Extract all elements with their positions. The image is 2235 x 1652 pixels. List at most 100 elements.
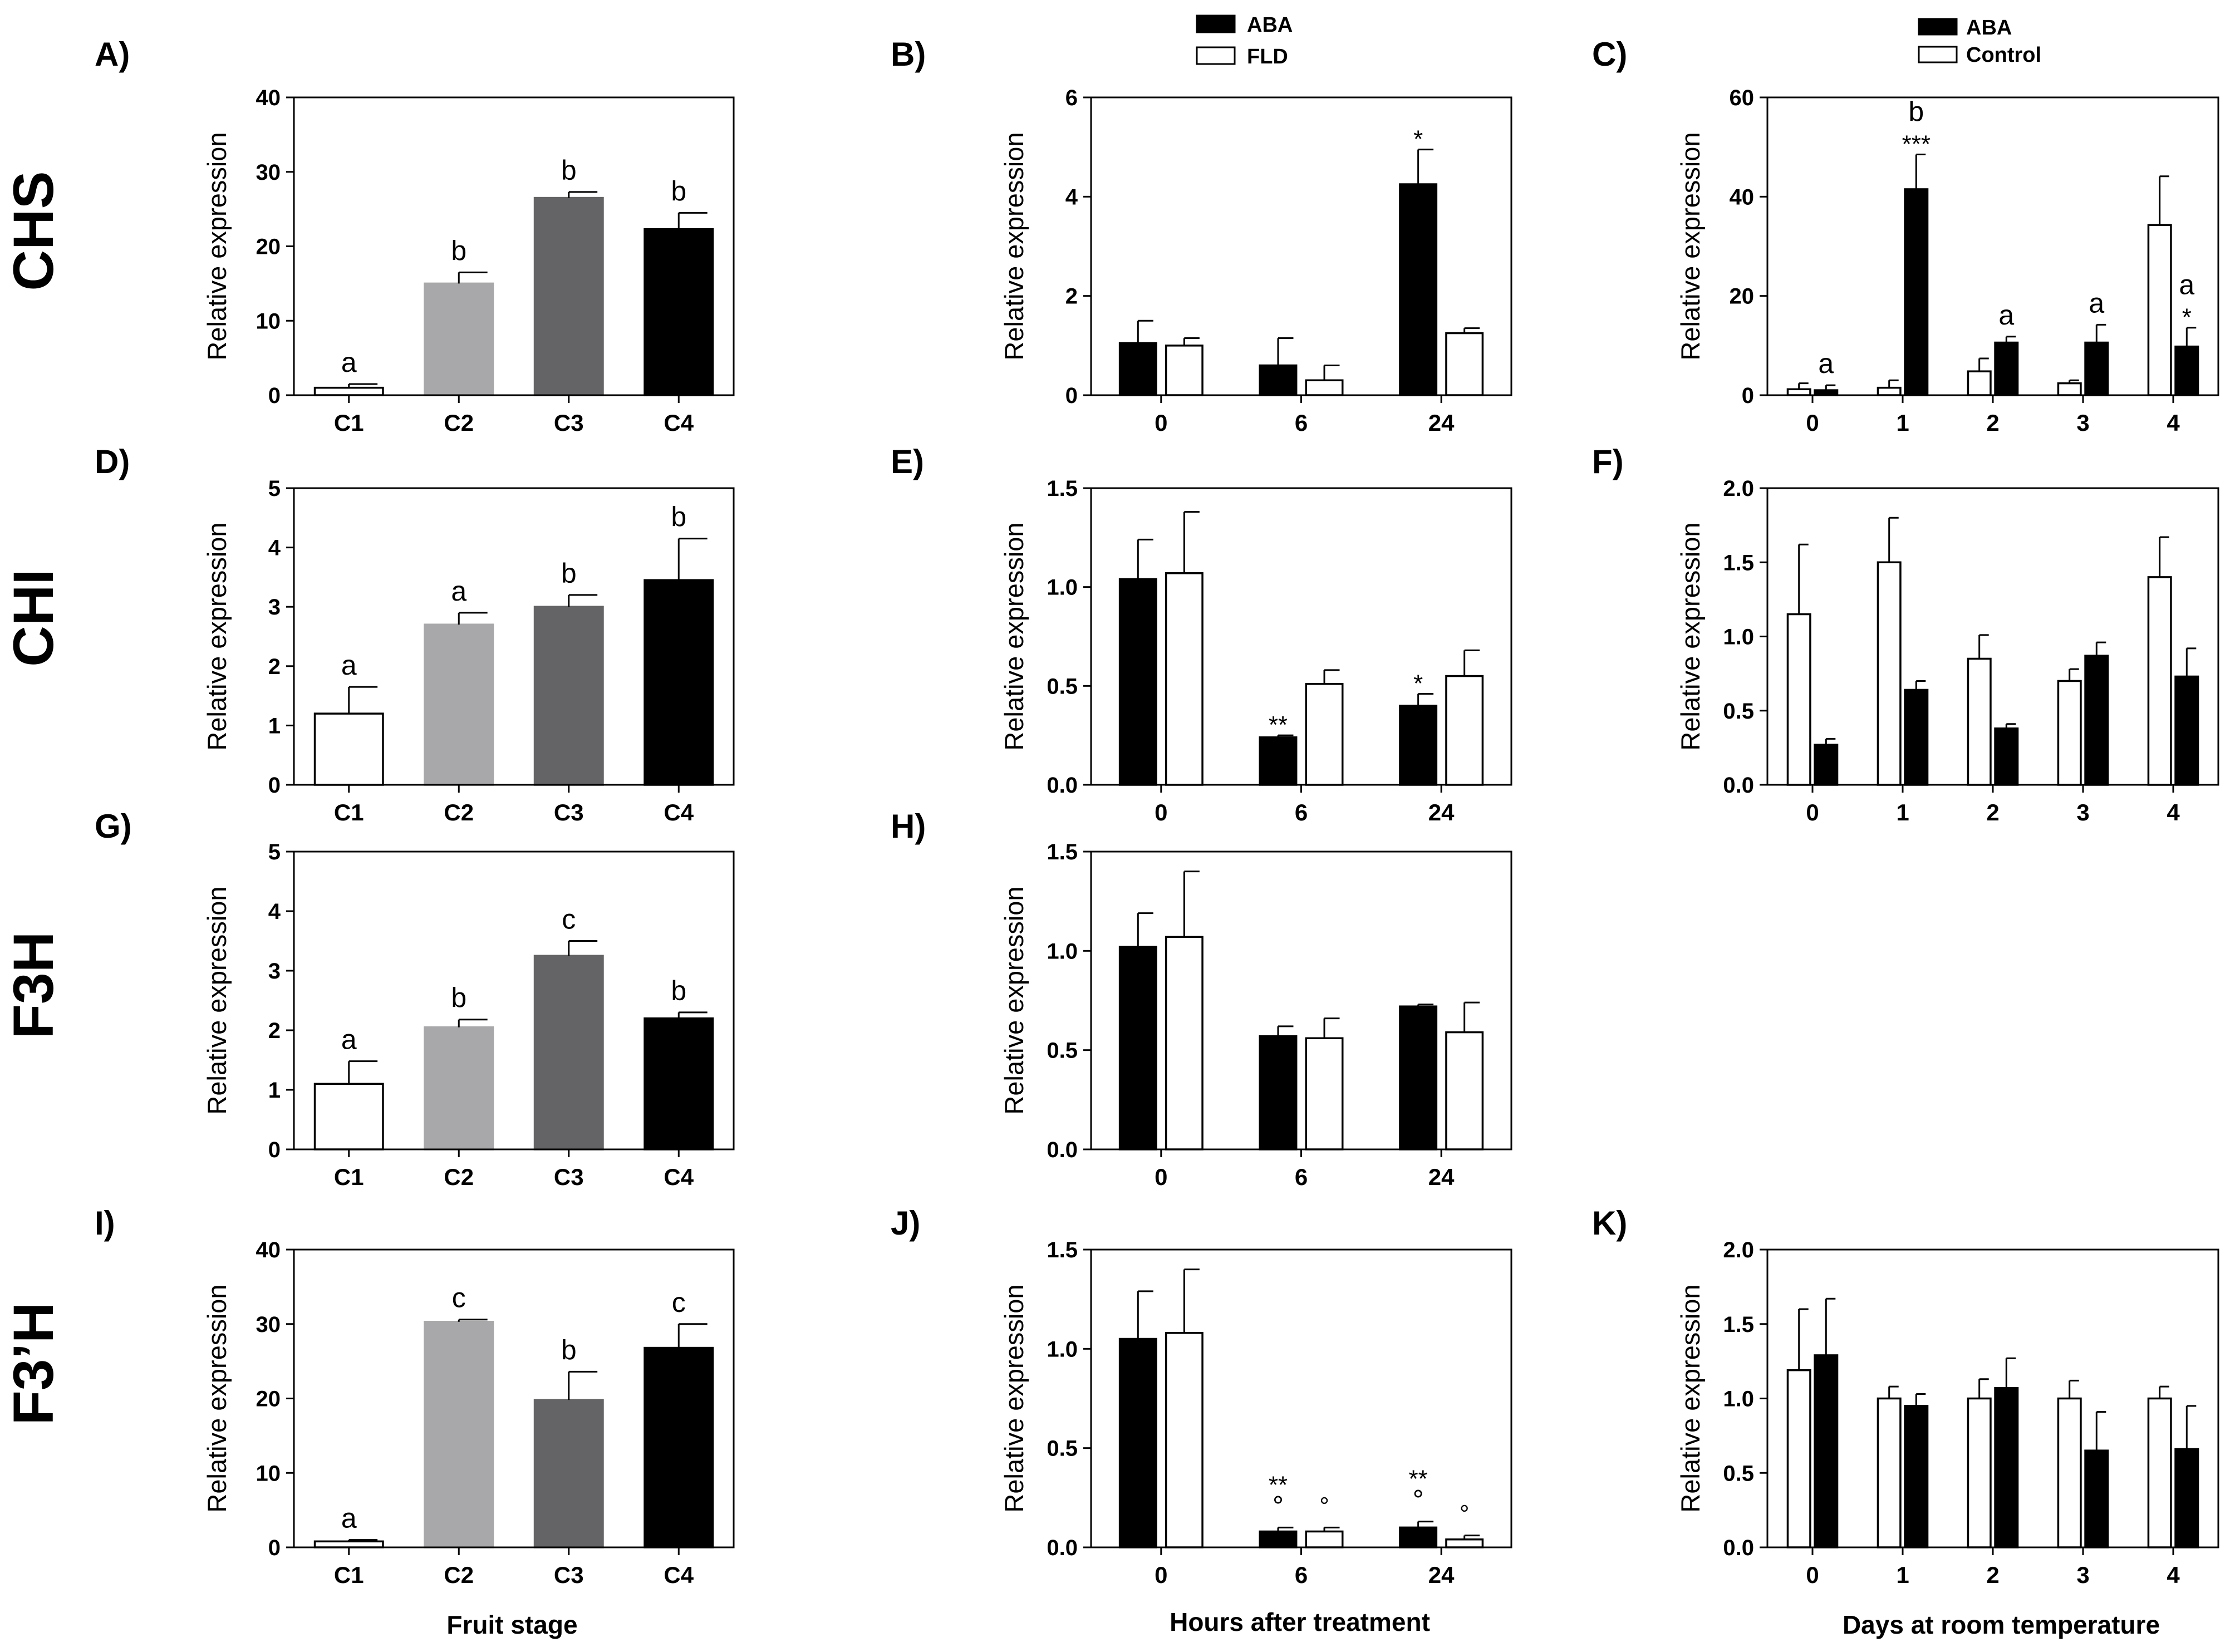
bar-k-aba-2 [1994, 1387, 2019, 1548]
bar-c-control-2 [1967, 370, 1992, 396]
y-tick-label-h: 0.5 [1047, 1039, 1078, 1063]
bar-e-fld-0 [1165, 572, 1204, 786]
significance-label-a: b [561, 155, 577, 186]
x-tick-label-k: 0 [1806, 1562, 1819, 1588]
y-tick-label-c: 20 [1730, 284, 1755, 309]
bar-f-control-3 [2057, 680, 2082, 786]
y-tick-label-k: 0.5 [1723, 1461, 1754, 1486]
x-tick-label-j: 0 [1155, 1562, 1167, 1588]
significance-label-a: b [671, 175, 686, 206]
y-tick-label-j: 1.0 [1047, 1337, 1078, 1361]
plot-frame-a [293, 96, 735, 396]
y-tick-label-e: 1.0 [1047, 576, 1078, 600]
plot-frame-g [293, 850, 735, 1150]
x-tick-label-j: 24 [1428, 1562, 1455, 1588]
x-tick-label-f: 3 [2076, 799, 2089, 825]
significance-label-e: * [1413, 670, 1423, 697]
x-tick-label-a: C3 [554, 410, 584, 436]
panel-label-g: G) [95, 808, 132, 845]
panel-a: A) Relative expression 0 10 20 30 40 a C1 b C2 b C3 b… [95, 36, 735, 436]
bar-f-control-0 [1786, 613, 1811, 786]
panel-c: C) Relative expression 0 20 40 60 a 0 *** b 1 a 2 a 3 *… [1592, 36, 2219, 436]
y-tick-label-g: 2 [268, 1019, 281, 1043]
y-axis-title-c: Relative expression [1676, 132, 1705, 360]
y-tick-label-d: 1 [268, 714, 281, 738]
y-tick-label-d: 2 [268, 655, 281, 679]
significance-label-j: ° [1413, 1484, 1424, 1516]
legend-b: ABA FLD [1196, 13, 1293, 68]
x-tick-label-g: C4 [664, 1164, 694, 1190]
bar-c-control-4 [2147, 224, 2172, 396]
y-tick-label-b: 4 [1065, 185, 1078, 209]
y-tick-label-e: 0.5 [1047, 674, 1078, 699]
xlabel-days-at-room-temperature: Days at room temperature [1843, 1610, 2160, 1639]
y-tick-label-a: 30 [256, 160, 281, 185]
panel-label-d: D) [95, 443, 130, 480]
y-tick-label-g: 0 [268, 1138, 281, 1162]
significance-label-c: * [2182, 304, 2192, 331]
x-tick-label-a: C2 [444, 410, 474, 436]
y-tick-label-h: 1.5 [1047, 840, 1078, 864]
y-tick-label-f: 2.0 [1723, 476, 1754, 501]
bar-f-aba-4 [2174, 675, 2199, 786]
bar-g-fruit-stage-c1 [313, 1083, 384, 1150]
y-tick-label-g: 4 [268, 899, 281, 924]
y-tick-label-b: 0 [1065, 384, 1078, 408]
y-tick-label-f: 1.5 [1723, 550, 1754, 575]
x-tick-label-f: 0 [1806, 799, 1819, 825]
bar-d-fruit-stage-c4 [644, 579, 714, 786]
y-axis-title-i: Relative expression [202, 1284, 232, 1512]
significance-label-c: *** [1902, 131, 1931, 158]
bar-k-aba-0 [1814, 1354, 1839, 1548]
significance-label-c: a [2089, 287, 2104, 318]
y-axis-title-g: Relative expression [202, 886, 232, 1114]
bar-c-control-0 [1786, 388, 1811, 396]
y-tick-label-c: 60 [1730, 86, 1755, 110]
x-tick-label-a: C4 [664, 410, 694, 436]
y-axis-title-h: Relative expression [999, 886, 1029, 1114]
bar-h-fld-24 [1445, 1031, 1484, 1150]
panel-label-h: H) [891, 808, 926, 845]
significance-label-d: a [451, 576, 466, 607]
x-tick-label-k: 3 [2076, 1562, 2089, 1588]
plot-frame-c [1766, 96, 2219, 396]
x-tick-label-e: 0 [1155, 799, 1167, 825]
bar-h-aba-0 [1118, 946, 1157, 1150]
x-tick-label-e: 24 [1428, 799, 1455, 825]
plot-frame-j [1090, 1248, 1512, 1548]
bar-h-fld-0 [1165, 936, 1204, 1150]
y-tick-label-c: 40 [1730, 185, 1755, 209]
panel-g: G) Relative expression 0 1 2 3 4 5 a C1 b C2 c C3 b C4 [95, 808, 735, 1190]
y-tick-label-b: 6 [1065, 86, 1078, 110]
significance-label-j: ° [1273, 1490, 1284, 1521]
x-tick-label-g: C2 [444, 1164, 474, 1190]
y-tick-label-g: 5 [268, 840, 281, 864]
x-tick-label-a: C1 [334, 410, 364, 436]
panel-label-i: I) [95, 1204, 115, 1242]
xlabel-hours-after-treatment: Hours after treatment [1170, 1607, 1430, 1636]
panel-i: I) Relative expression 0 10 20 30 40 a C1 c C2 b C3 c… [95, 1204, 735, 1588]
y-tick-label-d: 5 [268, 476, 281, 501]
bar-b-aba-6 [1259, 364, 1298, 396]
bar-f-control-1 [1877, 561, 1902, 786]
bar-j-aba-6 [1259, 1530, 1298, 1548]
significance-label-b: * [1413, 126, 1423, 153]
xlabel-fruit-stage: Fruit stage [446, 1610, 577, 1639]
bar-h-aba-6 [1259, 1035, 1298, 1150]
x-tick-label-c: 3 [2076, 410, 2089, 436]
panel-d: D) Relative expression 0 1 2 3 4 5 a C1 a C2 b C3 b C4 [95, 443, 735, 825]
y-axis-title-e: Relative expression [999, 522, 1029, 750]
y-tick-label-i: 10 [256, 1461, 281, 1486]
bar-c-aba-1 [1904, 188, 1929, 396]
panels: A)Relative expression010203040aC1bC2bC3b… [95, 36, 2219, 1588]
bar-k-aba-1 [1904, 1405, 1929, 1548]
bar-b-aba-0 [1118, 342, 1157, 396]
y-tick-label-d: 0 [268, 773, 281, 798]
x-tick-label-k: 4 [2167, 1562, 2180, 1588]
y-tick-label-k: 1.0 [1723, 1387, 1754, 1412]
plot-frame-e [1090, 487, 1512, 786]
significance-label-i: a [341, 1503, 357, 1534]
y-tick-label-i: 30 [256, 1312, 281, 1337]
